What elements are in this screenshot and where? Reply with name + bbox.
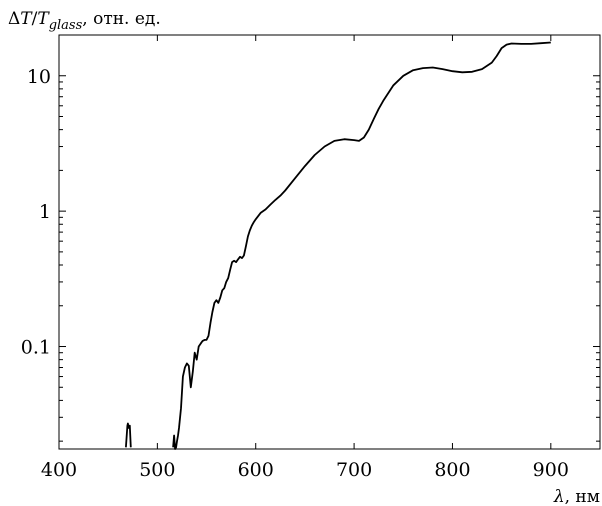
- x-tick-label: 600: [238, 459, 274, 481]
- y-tick-label: 10: [27, 66, 51, 88]
- x-axis-label: λ, нм: [553, 487, 600, 506]
- y-axis-label-tsub: T: [37, 9, 50, 29]
- x-axis-label-unit: , нм: [565, 487, 600, 506]
- y-tick-label: 0.1: [21, 337, 51, 359]
- x-tick-label: 700: [336, 459, 372, 481]
- series-line-1: [125, 422, 132, 448]
- y-ticks: 0.1 1 10: [21, 34, 600, 442]
- series-layer: [125, 41, 551, 450]
- y-axis-label-slash: /: [32, 9, 38, 29]
- x-tick-label: 800: [434, 459, 470, 481]
- plot-frame: [58, 34, 601, 450]
- y-axis-label: ΔT/Tglass, отн. ед.: [8, 9, 161, 33]
- x-tick-label: 400: [41, 459, 77, 481]
- y-tick-label: 1: [39, 201, 51, 223]
- y-axis-label-unit: , отн. ед.: [82, 9, 161, 29]
- y-axis-label-delta: Δ: [8, 9, 20, 29]
- x-tick-label: 900: [533, 459, 569, 481]
- x-axis-label-lambda: λ: [553, 487, 565, 506]
- series-line-2: [172, 41, 551, 450]
- x-tick-label: 500: [139, 459, 175, 481]
- x-ticks: 400 500 600 700 800 900: [41, 35, 569, 481]
- y-axis-label-subscript: glass: [49, 18, 83, 33]
- y-axis-label-t: T: [20, 9, 33, 29]
